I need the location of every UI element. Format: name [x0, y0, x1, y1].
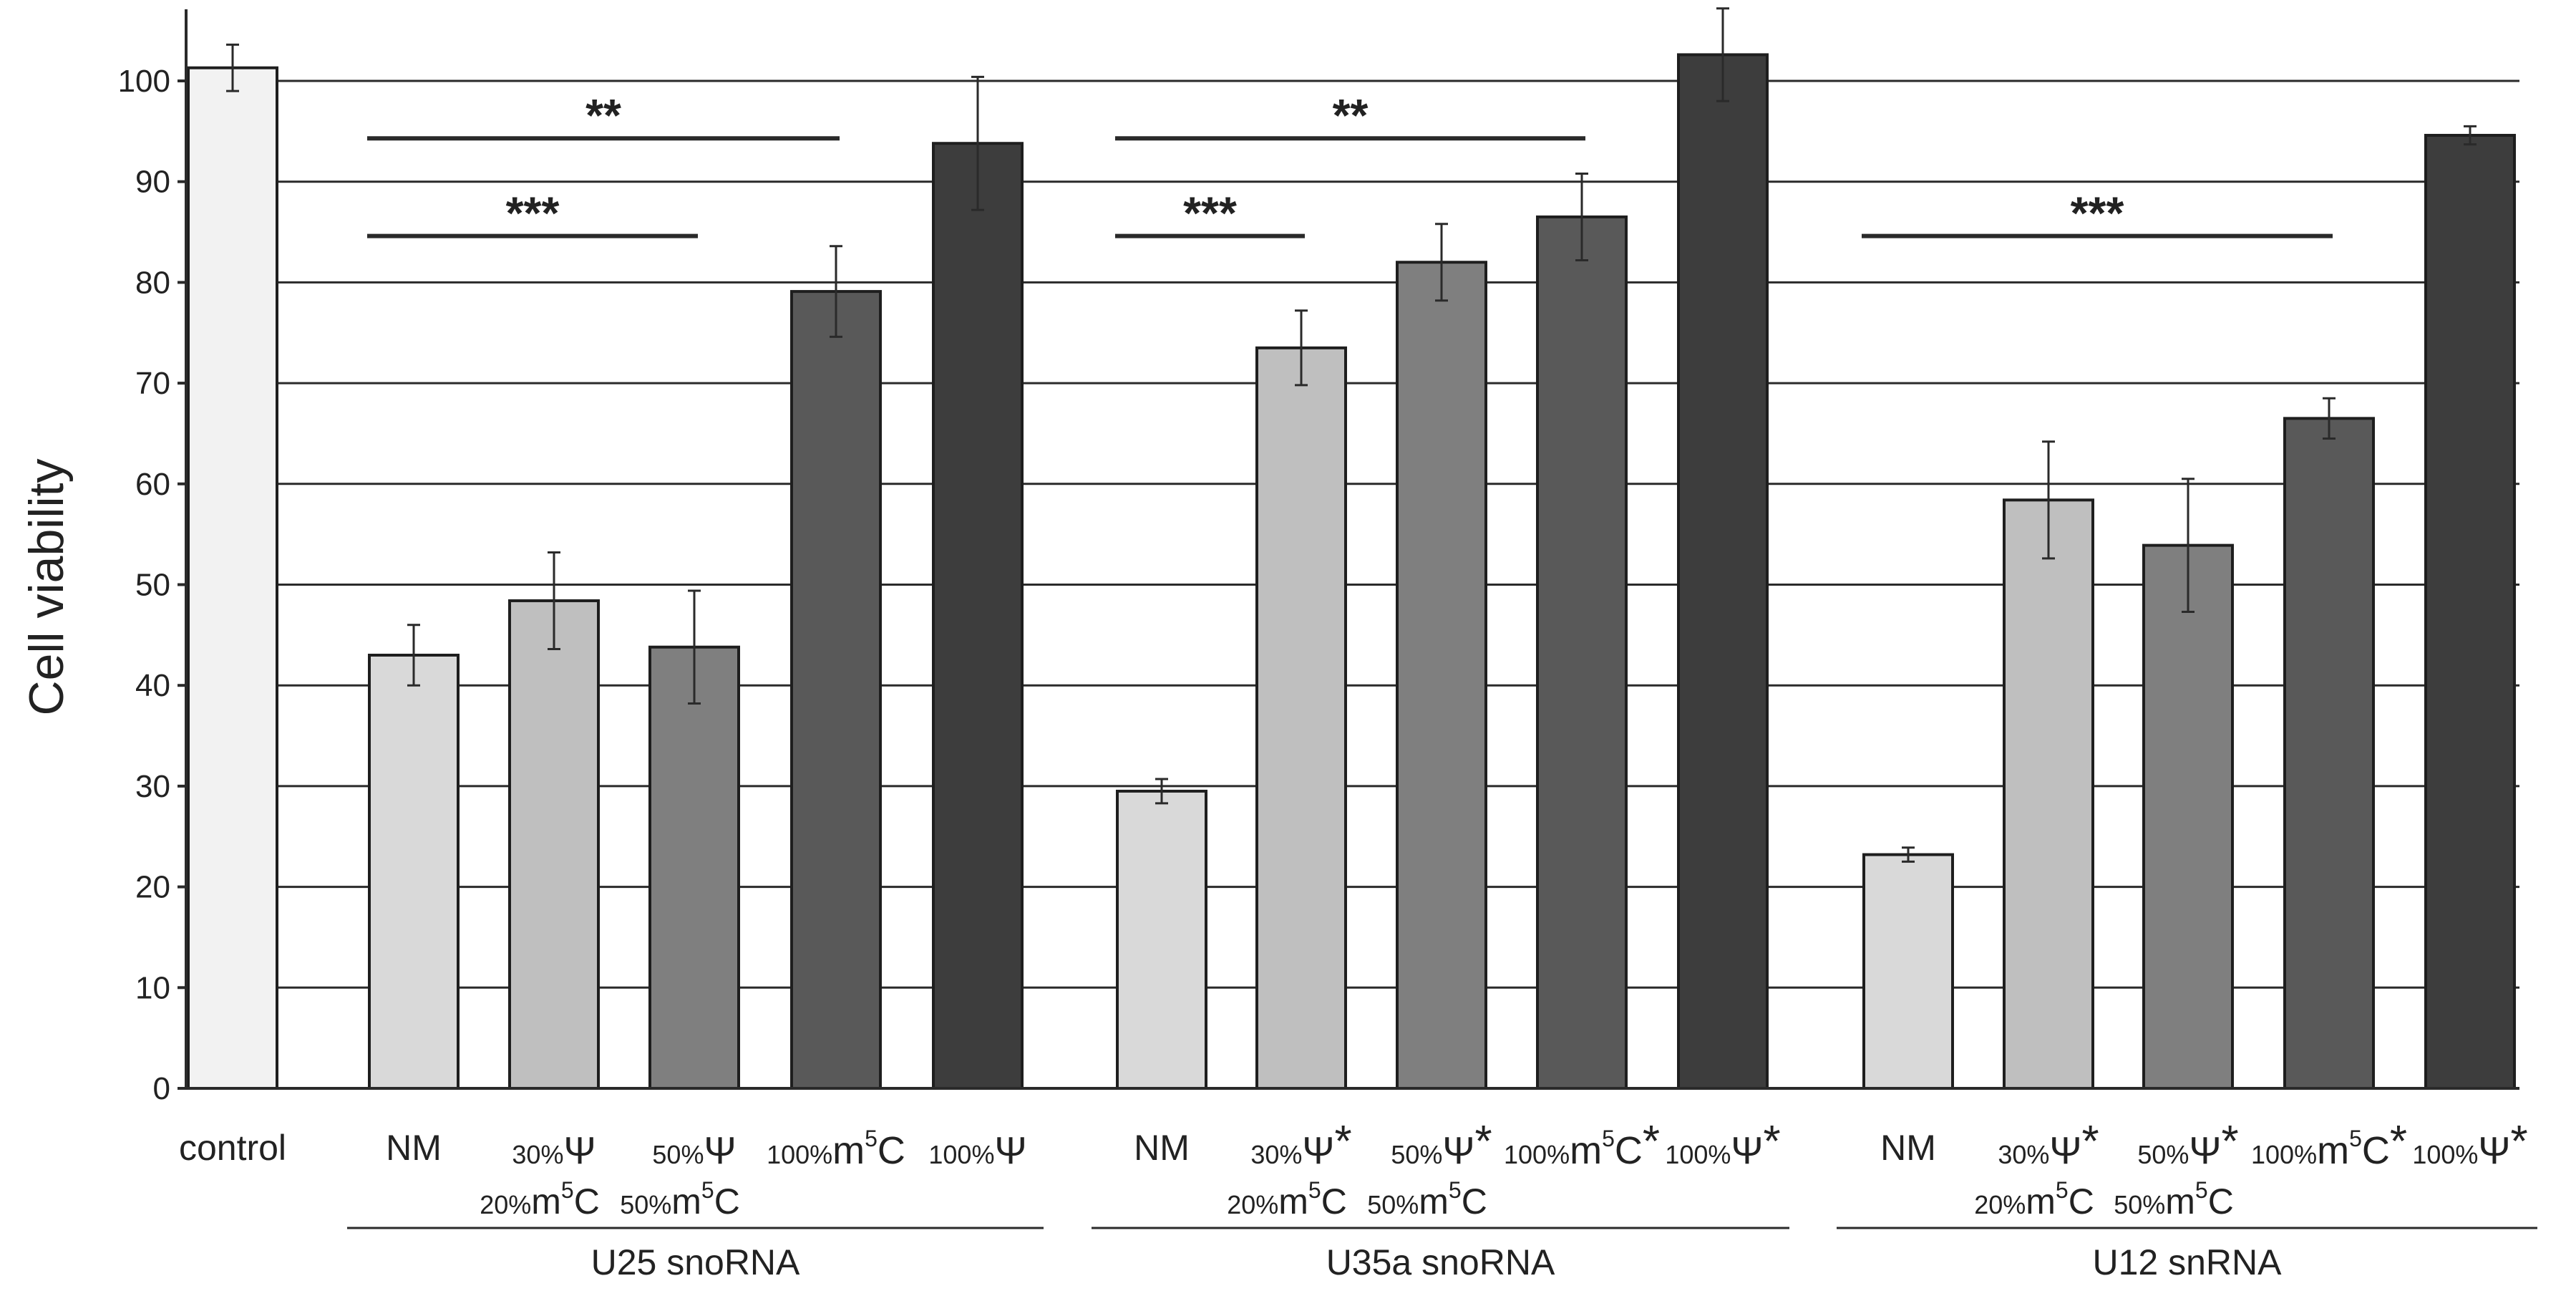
category-label-u35-100psi: 100%Ψ*	[1665, 1117, 1780, 1172]
y-tick-label-40: 40	[135, 668, 170, 703]
y-axis-label: Cell viability	[19, 459, 74, 716]
y-tick-label-80: 80	[135, 265, 170, 300]
category-label-u25-100psi: 100%Ψ	[928, 1129, 1026, 1172]
group-label-0: U25 snoRNA	[591, 1242, 800, 1282]
bar-u35-nm	[1116, 789, 1207, 1091]
category-label-u12-30psi: 30%Ψ*	[1998, 1117, 2099, 1172]
significance-label-0: **	[585, 90, 621, 141]
category-label-u12-100m5c: 100%m5C*	[2251, 1117, 2407, 1172]
bar-u35-100m5c	[1536, 215, 1628, 1091]
bar-u12-100psi	[2424, 133, 2516, 1090]
category-label-u12-nm: NM	[1880, 1128, 1936, 1168]
category-label-u25-100m5c: 100%m5C	[767, 1126, 905, 1172]
y-tick-label-30: 30	[135, 769, 170, 804]
bar-u12-nm	[1862, 853, 1954, 1091]
group-label-1: U35a snoRNA	[1326, 1242, 1555, 1282]
category-label-u25-50psi: 50%Ψ	[652, 1129, 736, 1172]
y-tick-label-70: 70	[135, 366, 170, 401]
category-sublabel-u35-50psi: 50%m5C	[1367, 1177, 1487, 1222]
category-sublabel-u25-30psi: 20%m5C	[480, 1177, 600, 1222]
category-label-u35-50psi: 50%Ψ*	[1391, 1117, 1492, 1172]
error-bars	[226, 7, 2477, 863]
group-label-2: U12 snRNA	[2093, 1242, 2283, 1282]
bar-u25-nm	[368, 653, 460, 1090]
y-tick-label-10: 10	[135, 970, 170, 1005]
bar-u12-30psi	[2003, 498, 2094, 1090]
bar-u12-50psi	[2142, 543, 2234, 1090]
y-tick-label-100: 100	[118, 64, 170, 99]
bar-u25-100psi	[932, 142, 1024, 1090]
bar-u12-100m5c	[2283, 417, 2375, 1090]
y-tick-label-50: 50	[135, 568, 170, 603]
category-label-u12-50psi: 50%Ψ*	[2137, 1117, 2238, 1172]
category-label-u35-nm: NM	[1134, 1128, 1190, 1168]
category-label-u25-30psi: 30%Ψ	[512, 1129, 596, 1172]
bar-u25-50psi	[648, 645, 740, 1090]
bar-u35-30psi	[1255, 346, 1347, 1091]
y-tick-label-20: 20	[135, 870, 170, 905]
bar-u25-30psi	[508, 599, 600, 1090]
category-label-u25-nm: NM	[386, 1128, 442, 1168]
y-tick-label-0: 0	[153, 1071, 170, 1106]
axes: 0 10 20 30 40 50 60 70 80 90 100	[118, 9, 2519, 1106]
category-label-u35-100m5c: 100%m5C*	[1504, 1117, 1660, 1172]
group-labels: U25 snoRNA U35a snoRNA U12 snRNA	[347, 1227, 2537, 1282]
bar-u25-100m5c	[790, 290, 882, 1090]
significance-label-4: ***	[2071, 188, 2124, 239]
bar-u35-100psi	[1677, 53, 1769, 1091]
category-sublabel-u25-50psi: 50%m5C	[620, 1177, 740, 1222]
bar-control	[187, 66, 278, 1091]
significance-label-3: ***	[1183, 188, 1237, 239]
y-tick-label-90: 90	[135, 165, 170, 200]
category-labels: control NM 30%Ψ 20%m5C 50%Ψ 50%m5C 100%m5C 100%…	[179, 1117, 2528, 1222]
significance-label-1: ***	[506, 188, 560, 239]
category-sublabel-u35-30psi: 20%m5C	[1227, 1177, 1347, 1222]
category-label-control: control	[179, 1128, 286, 1168]
significance-label-2: **	[1333, 90, 1369, 141]
category-sublabel-u12-30psi: 20%m5C	[1974, 1177, 2094, 1222]
significance-markers: ********** ***	[367, 90, 2333, 239]
bar-u35-50psi	[1396, 261, 1487, 1090]
category-label-u12-100psi: 100%Ψ*	[2412, 1117, 2527, 1172]
category-label-u35-30psi: 30%Ψ*	[1250, 1117, 1351, 1172]
category-sublabel-u12-50psi: 50%m5C	[2114, 1177, 2234, 1222]
y-tick-label-60: 60	[135, 467, 170, 502]
